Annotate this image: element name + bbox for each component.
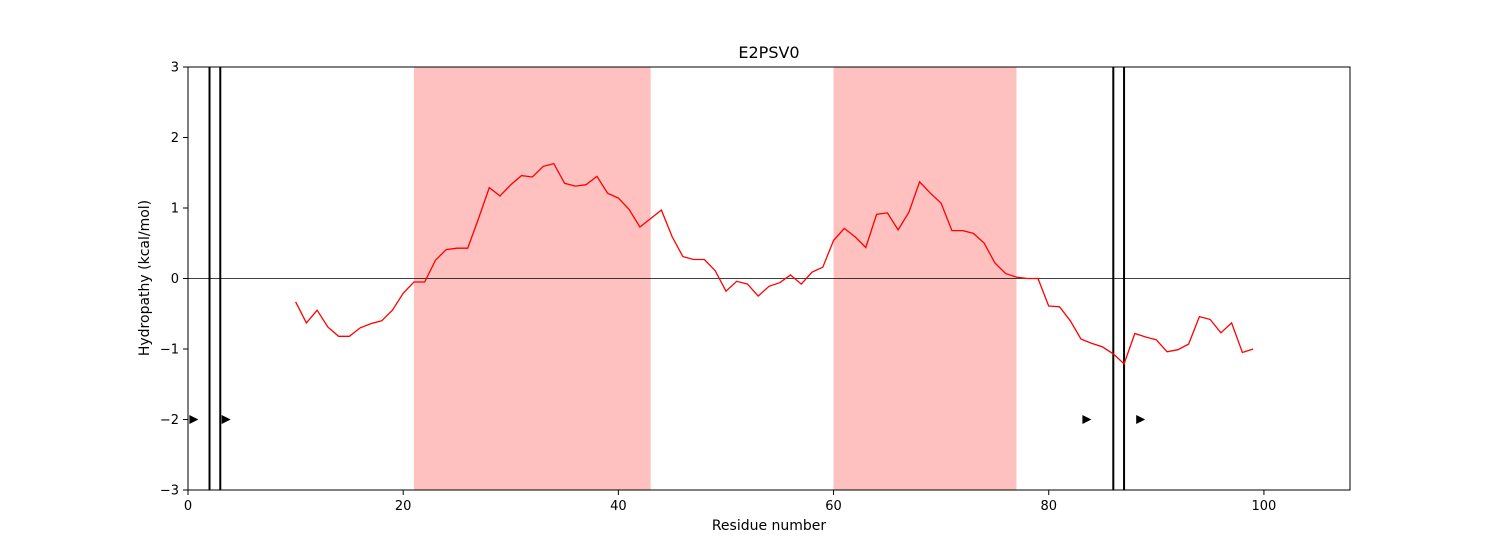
marker-1 (189, 415, 199, 424)
marker-2 (221, 415, 231, 424)
y-axis-label: Hydropathy (kcal/mol) (137, 200, 153, 356)
x-axis-label: Residue number (712, 518, 827, 534)
y-tick-label: −1 (160, 343, 179, 358)
y-tick-label: 2 (171, 131, 179, 146)
y-axis-ticks: −3 −2 −1 0 1 2 3 (160, 61, 188, 499)
marker-3 (1082, 415, 1092, 424)
x-tick-label: 80 (1040, 499, 1057, 514)
y-tick-label: 3 (171, 61, 179, 76)
x-axis-ticks: 0 20 40 60 80 100 (184, 490, 1276, 514)
series-line-1 (295, 162, 1254, 365)
series-layer (295, 162, 1254, 365)
y-tick-label: −3 (160, 484, 179, 499)
vertical-lines (208, 67, 1126, 490)
y-tick-label: 0 (171, 272, 179, 287)
markers (189, 415, 1146, 424)
marker-4 (1136, 415, 1146, 424)
chart-title: E2PSV0 (738, 43, 799, 62)
y-tick-label: 1 (171, 202, 179, 217)
x-tick-label: 100 (1252, 499, 1277, 514)
x-tick-label: 60 (825, 499, 842, 514)
x-tick-label: 20 (395, 499, 412, 514)
x-tick-label: 40 (610, 499, 627, 514)
x-tick-label: 0 (184, 499, 192, 514)
y-tick-label: −2 (160, 413, 179, 428)
